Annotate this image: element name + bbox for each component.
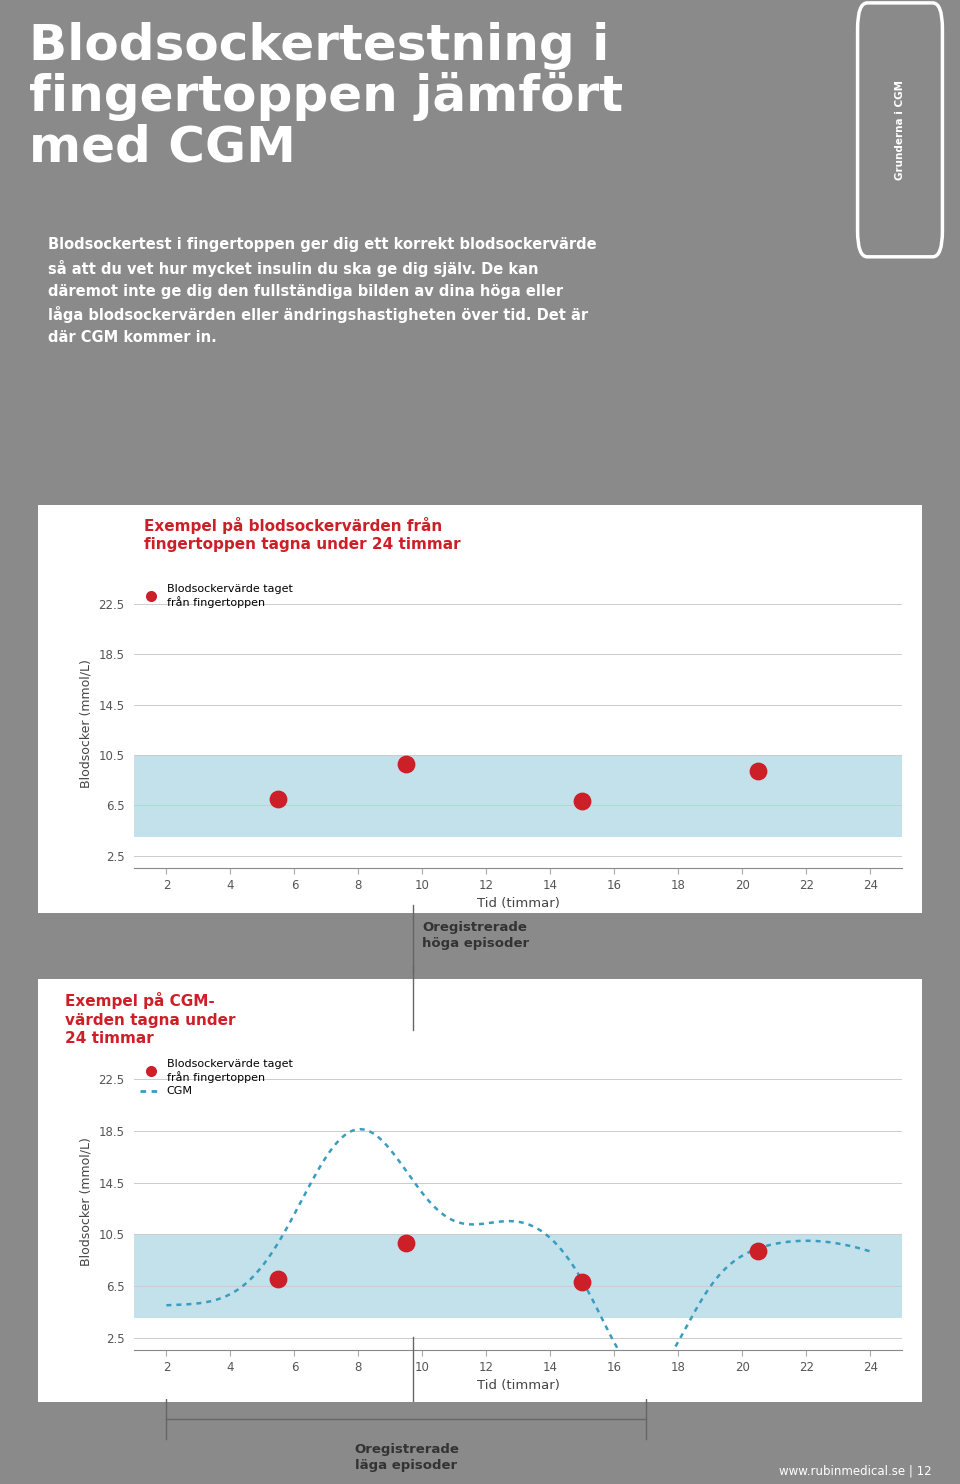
Text: Blodsockertest i fingertoppen ger dig ett korrekt blodsockervärde
så att du vet : Blodsockertest i fingertoppen ger dig et… — [48, 237, 596, 346]
X-axis label: Tid (timmar): Tid (timmar) — [477, 898, 560, 910]
Point — [271, 1267, 286, 1291]
Point — [398, 752, 414, 776]
Point — [575, 789, 590, 813]
Point — [751, 1239, 766, 1263]
Y-axis label: Blodsocker (mmol/L): Blodsocker (mmol/L) — [80, 1138, 93, 1266]
Point — [398, 1232, 414, 1255]
Text: www.rubinmedical.se | 12: www.rubinmedical.se | 12 — [779, 1465, 931, 1477]
Text: Oregistrerade
höga episoder: Oregistrerade höga episoder — [422, 920, 530, 950]
FancyBboxPatch shape — [25, 974, 935, 1408]
Text: Blodsockertestning i
fingertoppen jämfört
med CGM: Blodsockertestning i fingertoppen jämför… — [29, 22, 623, 171]
Text: Oregistrerade
läga episoder: Oregistrerade läga episoder — [354, 1442, 459, 1472]
Text: Exempel på CGM-
värden tagna under
24 timmar: Exempel på CGM- värden tagna under 24 ti… — [65, 993, 235, 1046]
Text: Grunderna i CGM: Grunderna i CGM — [895, 80, 905, 180]
Legend: Blodsockervärde taget
från fingertoppen: Blodsockervärde taget från fingertoppen — [140, 585, 293, 608]
Y-axis label: Blodsocker (mmol/L): Blodsocker (mmol/L) — [80, 659, 93, 788]
Bar — [134, 755, 902, 837]
Legend: Blodsockervärde taget
från fingertoppen, CGM: Blodsockervärde taget från fingertoppen,… — [140, 1060, 293, 1097]
Bar — [134, 1235, 902, 1318]
FancyBboxPatch shape — [857, 3, 943, 257]
X-axis label: Tid (timmar): Tid (timmar) — [477, 1380, 560, 1392]
FancyBboxPatch shape — [25, 499, 935, 919]
Point — [751, 760, 766, 784]
Text: Exempel på blodsockervärden från
fingertoppen tagna under 24 timmar: Exempel på blodsockervärden från fingert… — [144, 516, 461, 552]
Point — [271, 787, 286, 810]
Point — [575, 1270, 590, 1294]
